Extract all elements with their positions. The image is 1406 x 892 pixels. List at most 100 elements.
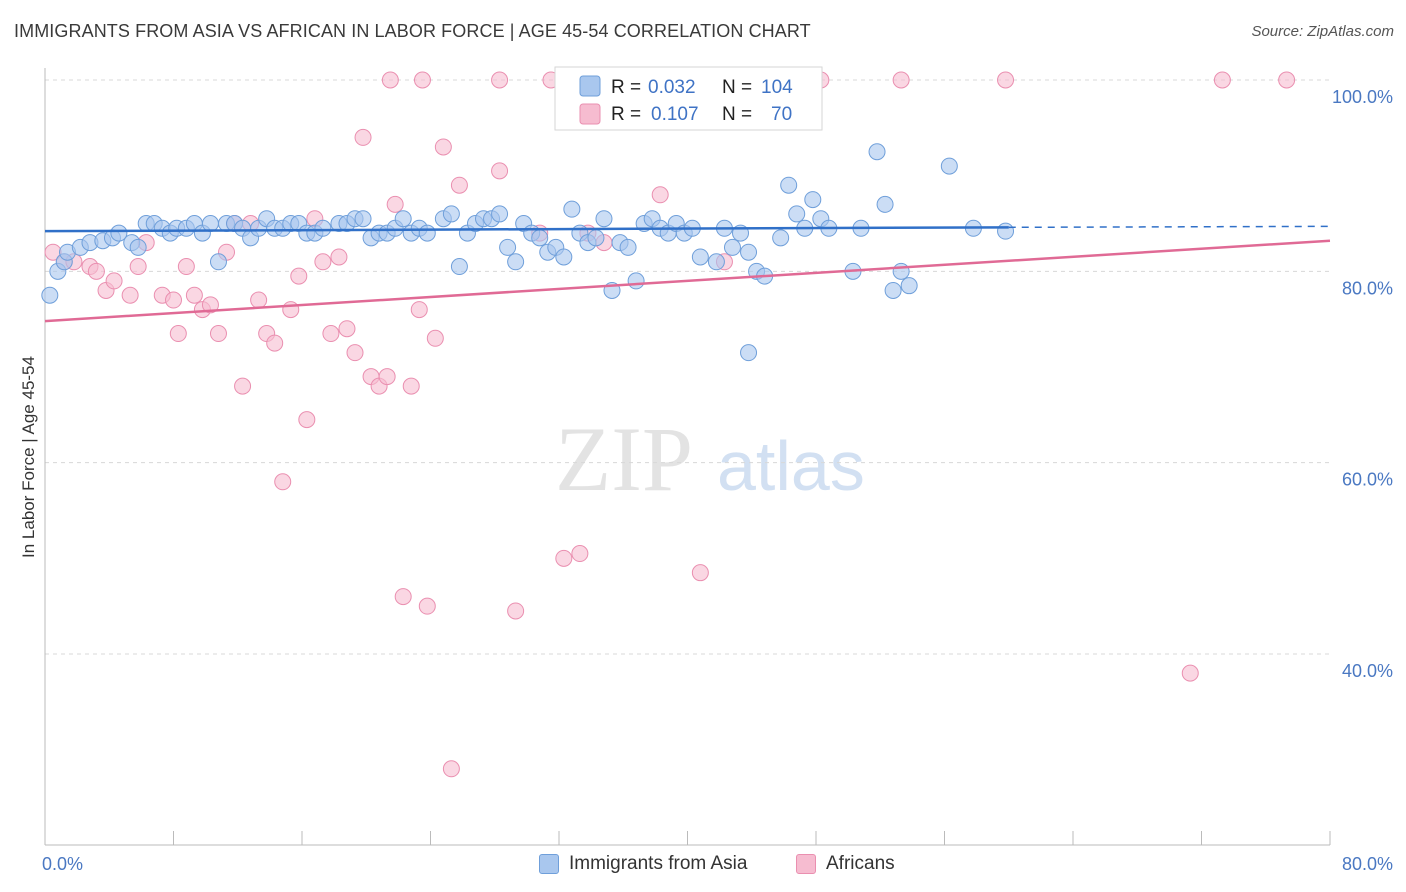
asia-point: [41, 286, 59, 304]
africans-point: [651, 186, 669, 204]
africans-point: [129, 258, 147, 276]
asia-point: [531, 229, 549, 247]
asia-point: [129, 238, 147, 256]
asia-point: [555, 248, 573, 266]
legend-n-value-asia: 104: [761, 77, 793, 98]
africans-point: [266, 334, 284, 352]
legend-r-label-africans: R =: [611, 104, 641, 125]
africans-point: [314, 253, 332, 271]
africans-point: [165, 291, 182, 309]
africans-point: [1213, 71, 1231, 89]
asia-point: [209, 253, 227, 271]
asia-point: [740, 243, 758, 261]
africans-point: [378, 368, 396, 386]
legend-r-value-asia: 0.032: [648, 77, 696, 98]
asia-point: [491, 205, 509, 223]
gridlines: [45, 79, 1330, 655]
legend-n-label-africans: N =: [722, 104, 752, 125]
africans-point: [330, 248, 348, 266]
africans-point: [346, 344, 364, 362]
legend-n-label-asia: N =: [722, 77, 752, 98]
y-tick-label: 40.0%: [1342, 661, 1393, 681]
africans-point: [234, 377, 252, 395]
africans-point: [1278, 71, 1296, 89]
africans-point: [282, 301, 300, 319]
asia-point: [587, 229, 605, 247]
asia-point: [892, 262, 910, 280]
africans-point: [997, 71, 1015, 89]
asia-point: [884, 281, 902, 299]
x-tick-labels: 0.0% 80.0%: [42, 854, 1393, 874]
legend-n-value-africans: 70: [771, 104, 792, 125]
watermark: ZIP atlas: [555, 408, 865, 510]
watermark-zip: ZIP: [555, 408, 693, 510]
asia-point: [804, 191, 822, 209]
africans-point: [105, 272, 123, 290]
asia-point: [507, 253, 525, 271]
africans-point: [413, 71, 431, 89]
legend-r-value-africans: 0.107: [651, 104, 699, 125]
legend-swatch-africans: [579, 103, 601, 125]
africans-point: [185, 286, 203, 304]
legend-r-label-asia: R =: [611, 77, 641, 98]
chart-title: IMMIGRANTS FROM ASIA VS AFRICAN IN LABOR…: [14, 21, 811, 41]
africans-point: [121, 286, 139, 304]
africans-point: [169, 325, 187, 343]
bottom-legend: Immigrants from Asia Africans: [0, 850, 1406, 880]
legend-swatch-asia: [579, 75, 601, 97]
africans-point: [394, 588, 412, 606]
africans-point: [250, 291, 268, 309]
africans-point: [507, 602, 525, 620]
asia-point: [354, 210, 372, 228]
africans-point: [290, 267, 308, 285]
africans-point: [338, 320, 356, 338]
africans-point: [381, 71, 399, 89]
asia-trendline-extension: [1008, 225, 1331, 229]
asia-point: [868, 143, 886, 161]
asia-point: [314, 219, 332, 237]
africans-point: [426, 329, 444, 347]
asia-point: [788, 205, 806, 223]
africans-point: [177, 258, 195, 276]
africans-point: [354, 128, 372, 146]
asia-point: [691, 248, 709, 266]
asia-point: [780, 176, 798, 194]
africans-point: [450, 176, 468, 194]
stats-legend: R = 0.032 N = 104 R = 0.107 N = 70: [554, 66, 823, 131]
africans-point: [402, 377, 420, 395]
bottom-legend-item-asia: Immigrants from Asia: [539, 853, 747, 875]
asia-point: [563, 200, 581, 218]
bottom-legend-swatch-africans: [796, 854, 816, 874]
africans-point: [209, 325, 227, 343]
asia-point: [418, 224, 436, 242]
bottom-legend-label-asia: Immigrants from Asia: [569, 853, 748, 874]
y-tick-labels: 100.0% 80.0% 60.0% 40.0%: [1332, 87, 1393, 681]
africans-point: [434, 138, 452, 156]
asia-point: [442, 205, 460, 223]
africans-point: [386, 195, 404, 213]
africans-point: [201, 296, 219, 314]
africans-points: [44, 71, 1296, 778]
watermark-atlas: atlas: [717, 427, 865, 505]
africans-point: [691, 564, 709, 582]
africans-trendline: [44, 239, 1331, 323]
y-tick-label: 80.0%: [1342, 278, 1393, 298]
asia-point: [740, 344, 758, 362]
asia-point: [394, 210, 412, 228]
asia-point: [940, 157, 958, 175]
asia-point: [627, 272, 645, 290]
y-tick-label: 60.0%: [1342, 470, 1393, 490]
africans-point: [892, 71, 910, 89]
africans-point: [442, 760, 460, 778]
asia-point: [997, 222, 1015, 240]
africans-point: [410, 301, 428, 319]
africans-point: [491, 71, 509, 89]
africans-point: [87, 262, 105, 280]
africans-point: [298, 411, 316, 429]
africans-point: [571, 545, 589, 563]
asia-point: [450, 258, 468, 276]
asia-point: [900, 277, 918, 295]
asia-point: [499, 238, 517, 256]
trendlines: [44, 225, 1331, 323]
asia-point: [110, 224, 128, 242]
